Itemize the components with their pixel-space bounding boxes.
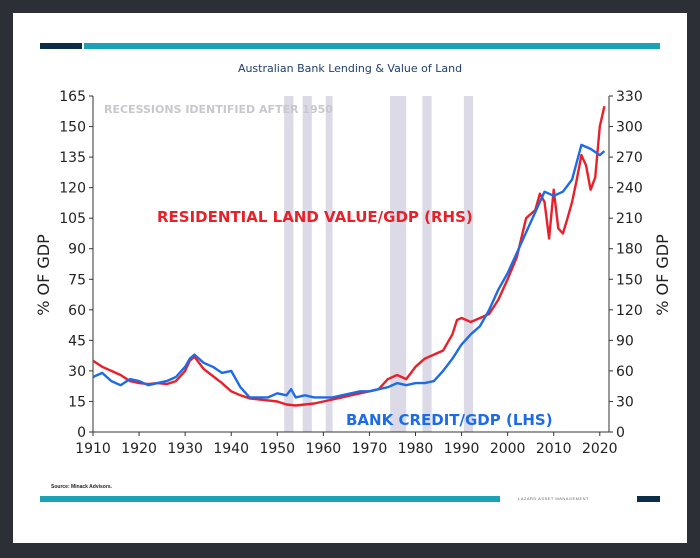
bottom-accent-dark [637,496,660,502]
land-value-line [92,105,606,407]
footer-brand: LAZARD ASSET MANAGEMENT [518,496,589,501]
y-left-tick-label: 135 [59,150,86,166]
bottom-accent-teal [40,496,500,502]
y-left-tick-label: 15 [68,394,86,410]
y-left-tick-label: 45 [68,333,86,349]
x-tick-label: 2000 [490,441,526,457]
y-right-tick-label: 270 [616,150,643,166]
y-left-tick-label: 30 [68,364,86,380]
top-accent-teal [84,43,660,49]
y-right-tick-label: 30 [616,394,634,410]
y-right-tick-label: 0 [616,425,625,441]
y-left-tick-label: 150 [59,120,86,136]
bank-credit-line [92,143,606,399]
x-tick-label: 2010 [536,441,572,457]
y-right-tick-label: 180 [616,242,643,258]
y-right-tick-label: 300 [616,120,643,136]
land-series-label: RESIDENTIAL LAND VALUE/GDP (RHS) [157,208,473,226]
series-lines [92,105,606,407]
chart-title: Australian Bank Lending & Value of Land [237,62,463,75]
y-right-tick-label: 330 [616,89,643,105]
recession-band-5 [463,96,474,432]
x-tick-label: 1920 [121,441,157,457]
y-right-tick-label: 210 [616,211,643,227]
axes: 0 15 30 45 60 75 90 105 120 135 150 165 0 30 60 90 120 15… [59,89,642,457]
recession-band-4 [422,96,432,432]
x-tick-label: 1970 [352,441,388,457]
y-left-tick-label: 60 [68,303,86,319]
top-accent-bar [40,43,660,49]
recession-band-2 [325,96,333,432]
y-right-tick-label: 240 [616,181,643,197]
x-tick-label: 1910 [75,441,111,457]
top-accent-dark [40,43,82,49]
recession-band-3 [390,96,407,432]
source-note: Source: Minack Advisors. [51,484,112,490]
recession-bands [284,96,474,432]
x-tick-label: 1990 [444,441,480,457]
y-right-tick-label: 120 [616,303,643,319]
y-left-tick-label: 0 [77,425,86,441]
chart-panel: Australian Bank Lending & Value of Land … [13,13,687,543]
y-axis-right-label: % OF GDP [653,234,672,316]
x-tick-label: 1980 [398,441,434,457]
x-tick-label: 1960 [306,441,342,457]
recession-band-1 [302,96,312,432]
y-left-tick-label: 90 [68,242,86,258]
x-tick-label: 1940 [213,441,249,457]
bottom-accent-bar [40,496,660,502]
y-right-tick-label: 90 [616,333,634,349]
y-axis-left-label: % OF GDP [34,234,53,316]
x-tick-label: 1930 [167,441,203,457]
chart-svg: RECESSIONS IDENTIFIED AFTER 1950 0 15 30 45… [34,89,672,457]
y-right-tick-label: 150 [616,272,643,288]
y-left-tick-label: 165 [59,89,86,105]
recession-annotation: RECESSIONS IDENTIFIED AFTER 1950 [104,103,333,116]
y-left-tick-label: 75 [68,272,86,288]
x-tick-label: 1950 [259,441,295,457]
credit-series-label: BANK CREDIT/GDP (LHS) [346,411,553,429]
x-tick-label: 2020 [582,441,618,457]
y-left-tick-label: 105 [59,211,86,227]
y-right-tick-label: 60 [616,364,634,380]
recession-band-0 [284,96,294,432]
y-left-tick-label: 120 [59,181,86,197]
